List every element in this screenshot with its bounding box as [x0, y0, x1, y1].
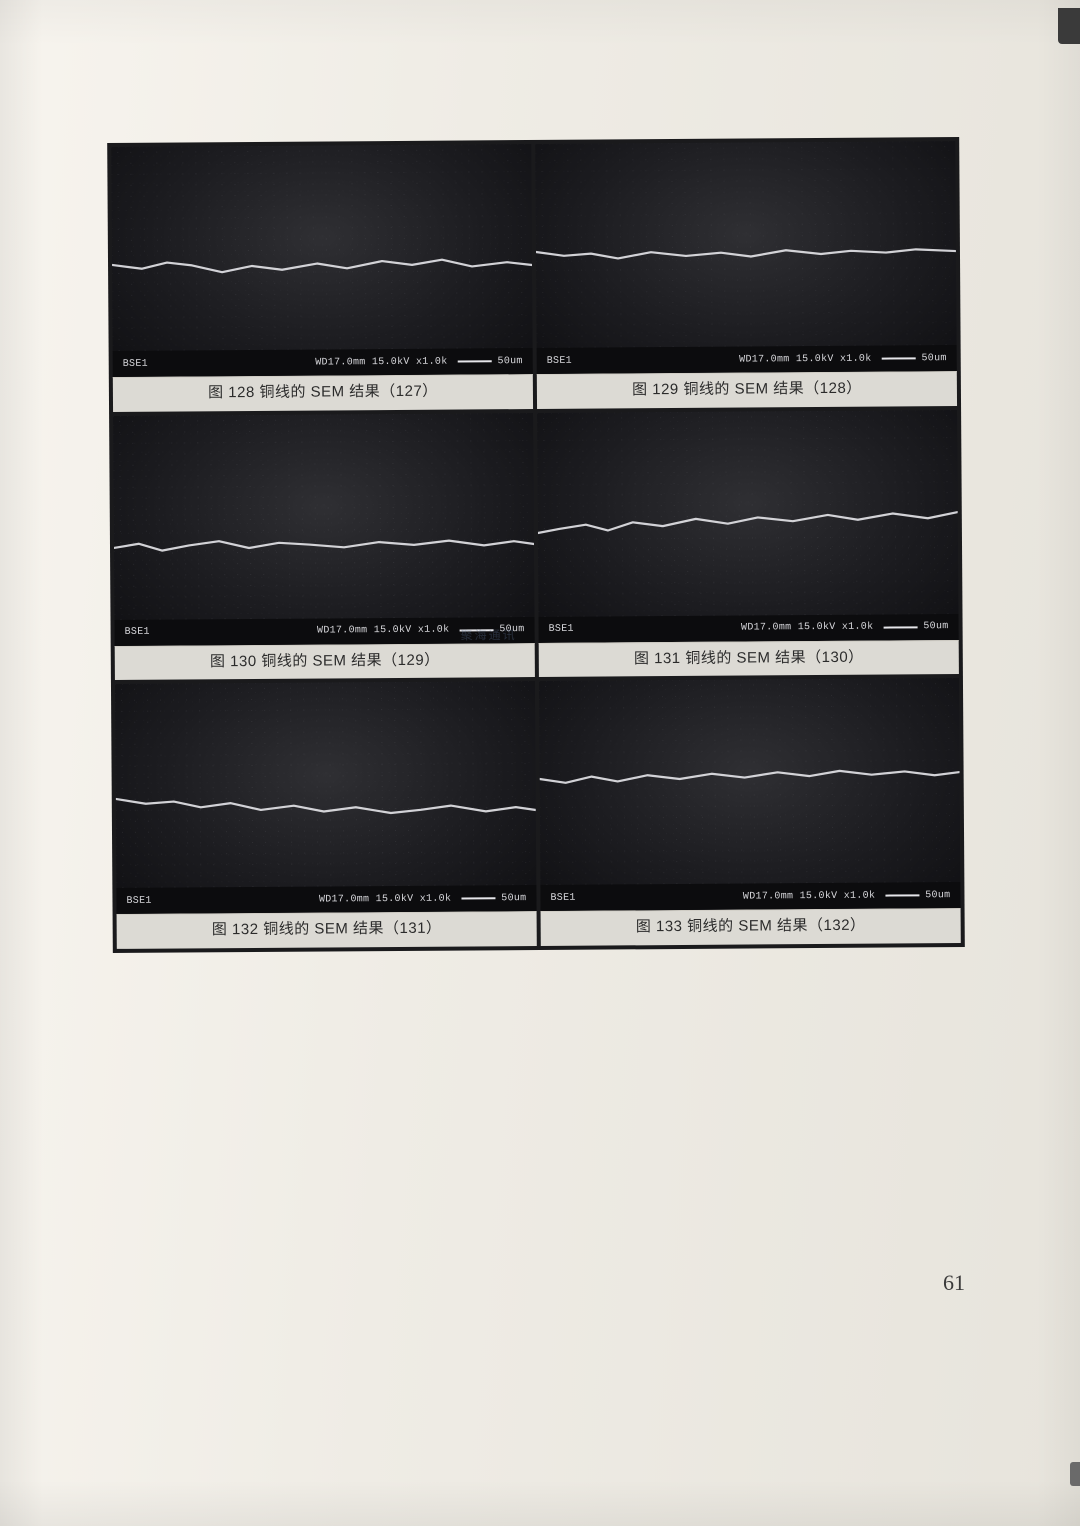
sem-detector-label: BSE1 — [550, 892, 575, 903]
sem-image: BSE1 WD17.0mm 15.0kV x1.0k 50um — [111, 144, 533, 377]
sem-scalebar — [881, 357, 915, 359]
sem-trace-svg — [115, 681, 537, 914]
sem-image: BSE1 WD17.0mm 15.0kV x1.0k 50um — [537, 410, 959, 643]
sem-trace-svg — [537, 410, 959, 643]
corner-clip-mark — [1058, 8, 1080, 44]
sem-params: WD17.0mm 15.0kV x1.0k 50um — [315, 356, 523, 368]
sem-detector-label: BSE1 — [123, 358, 148, 369]
sem-scalebar — [461, 897, 495, 899]
sem-trace-svg — [539, 678, 961, 911]
sem-info-band: BSE1 WD17.0mm 15.0kV x1.0k 50um — [540, 882, 960, 911]
sem-panel: BSE1 WD17.0mm 15.0kV x1.0k 50um 图 128 铜线… — [111, 144, 533, 411]
sem-panel: BSE1 WD17.0mm 15.0kV x1.0k 50um 图 130 铜线… — [113, 413, 535, 680]
sem-panel: BSE1 WD17.0mm 15.0kV x1.0k 50um 图 131 铜线… — [537, 410, 959, 677]
sem-scalebar — [457, 360, 491, 362]
sem-grid: BSE1 WD17.0mm 15.0kV x1.0k 50um 图 128 铜线… — [107, 137, 965, 952]
sem-params-text: WD17.0mm 15.0kV x1.0k — [315, 356, 447, 368]
sem-panel: BSE1 WD17.0mm 15.0kV x1.0k 50um 图 129 铜线… — [535, 141, 957, 408]
sem-scalebar-text: 50um — [923, 621, 948, 632]
sem-caption-text: 图 131 铜线的 SEM 结果（130） — [634, 648, 864, 667]
sem-params-text: WD17.0mm 15.0kV x1.0k — [317, 625, 449, 637]
page-number: 61 — [943, 1270, 965, 1296]
sem-scalebar-text: 50um — [925, 890, 950, 901]
sem-caption: 图 130 铜线的 SEM 结果（129） — [115, 643, 535, 680]
sem-trace-svg — [111, 144, 533, 377]
sem-caption: 图 132 铜线的 SEM 结果（131） — [117, 911, 537, 948]
sem-trace — [536, 249, 956, 259]
sem-params: WD17.0mm 15.0kV x1.0k 50um — [743, 890, 951, 902]
sem-info-band: BSE1 WD17.0mm 15.0kV x1.0k 50um — [115, 617, 535, 646]
sem-trace-svg — [113, 413, 535, 646]
sem-caption: 图 128 铜线的 SEM 结果（127） — [113, 374, 533, 411]
sem-scalebar-text: 50um — [499, 624, 524, 635]
sem-params-text: WD17.0mm 15.0kV x1.0k — [741, 622, 873, 634]
sem-image: BSE1 WD17.0mm 15.0kV x1.0k 50um — [539, 678, 961, 911]
sem-detector-label: BSE1 — [549, 624, 574, 635]
sem-params: WD17.0mm 15.0kV x1.0k 50um — [741, 621, 949, 633]
sem-trace — [114, 539, 534, 551]
sem-params-text: WD17.0mm 15.0kV x1.0k — [319, 893, 451, 905]
sem-caption: 图 129 铜线的 SEM 结果（128） — [537, 371, 957, 408]
sem-info-band: BSE1 WD17.0mm 15.0kV x1.0k 50um — [116, 885, 536, 914]
sem-scalebar-text: 50um — [497, 356, 522, 367]
sem-trace-svg — [535, 141, 957, 374]
sem-caption: 图 133 铜线的 SEM 结果（132） — [541, 908, 961, 945]
sem-scalebar — [883, 626, 917, 628]
sem-trace — [538, 512, 958, 533]
sem-scalebar — [459, 629, 493, 631]
sem-params: WD17.0mm 15.0kV x1.0k 50um — [317, 624, 525, 636]
sem-panel: BSE1 WD17.0mm 15.0kV x1.0k 50um 图 132 铜线… — [115, 681, 537, 948]
sem-caption: 图 131 铜线的 SEM 结果（130） — [539, 640, 959, 677]
sem-scalebar-text: 50um — [921, 353, 946, 364]
sem-params: WD17.0mm 15.0kV x1.0k 50um — [739, 353, 947, 365]
sem-scalebar-text: 50um — [501, 893, 526, 904]
sem-detector-label: BSE1 — [547, 355, 572, 366]
sem-params-text: WD17.0mm 15.0kV x1.0k — [743, 890, 875, 902]
sem-panel: BSE1 WD17.0mm 15.0kV x1.0k 50um 图 133 铜线… — [539, 678, 961, 945]
side-edge-mark — [1070, 1462, 1080, 1486]
sem-image: BSE1 WD17.0mm 15.0kV x1.0k 50um — [535, 141, 957, 374]
sem-trace — [540, 770, 960, 783]
sem-info-band: BSE1 WD17.0mm 15.0kV x1.0k 50um — [537, 345, 957, 374]
sem-figure-grid: BSE1 WD17.0mm 15.0kV x1.0k 50um 图 128 铜线… — [107, 137, 965, 952]
sem-params: WD17.0mm 15.0kV x1.0k 50um — [319, 893, 527, 905]
sem-image: BSE1 WD17.0mm 15.0kV x1.0k 50um — [115, 681, 537, 914]
sem-info-band: BSE1 WD17.0mm 15.0kV x1.0k 50um — [539, 614, 959, 643]
sem-detector-label: BSE1 — [125, 627, 150, 638]
sem-info-band: BSE1 WD17.0mm 15.0kV x1.0k 50um — [113, 348, 533, 377]
sem-trace — [112, 259, 532, 273]
sem-params-text: WD17.0mm 15.0kV x1.0k — [739, 353, 871, 365]
sem-detector-label: BSE1 — [126, 895, 151, 906]
scanned-page: BSE1 WD17.0mm 15.0kV x1.0k 50um 图 128 铜线… — [0, 0, 1080, 1526]
sem-scalebar — [885, 894, 919, 896]
sem-image: BSE1 WD17.0mm 15.0kV x1.0k 50um — [113, 413, 535, 646]
sem-trace — [116, 796, 536, 815]
